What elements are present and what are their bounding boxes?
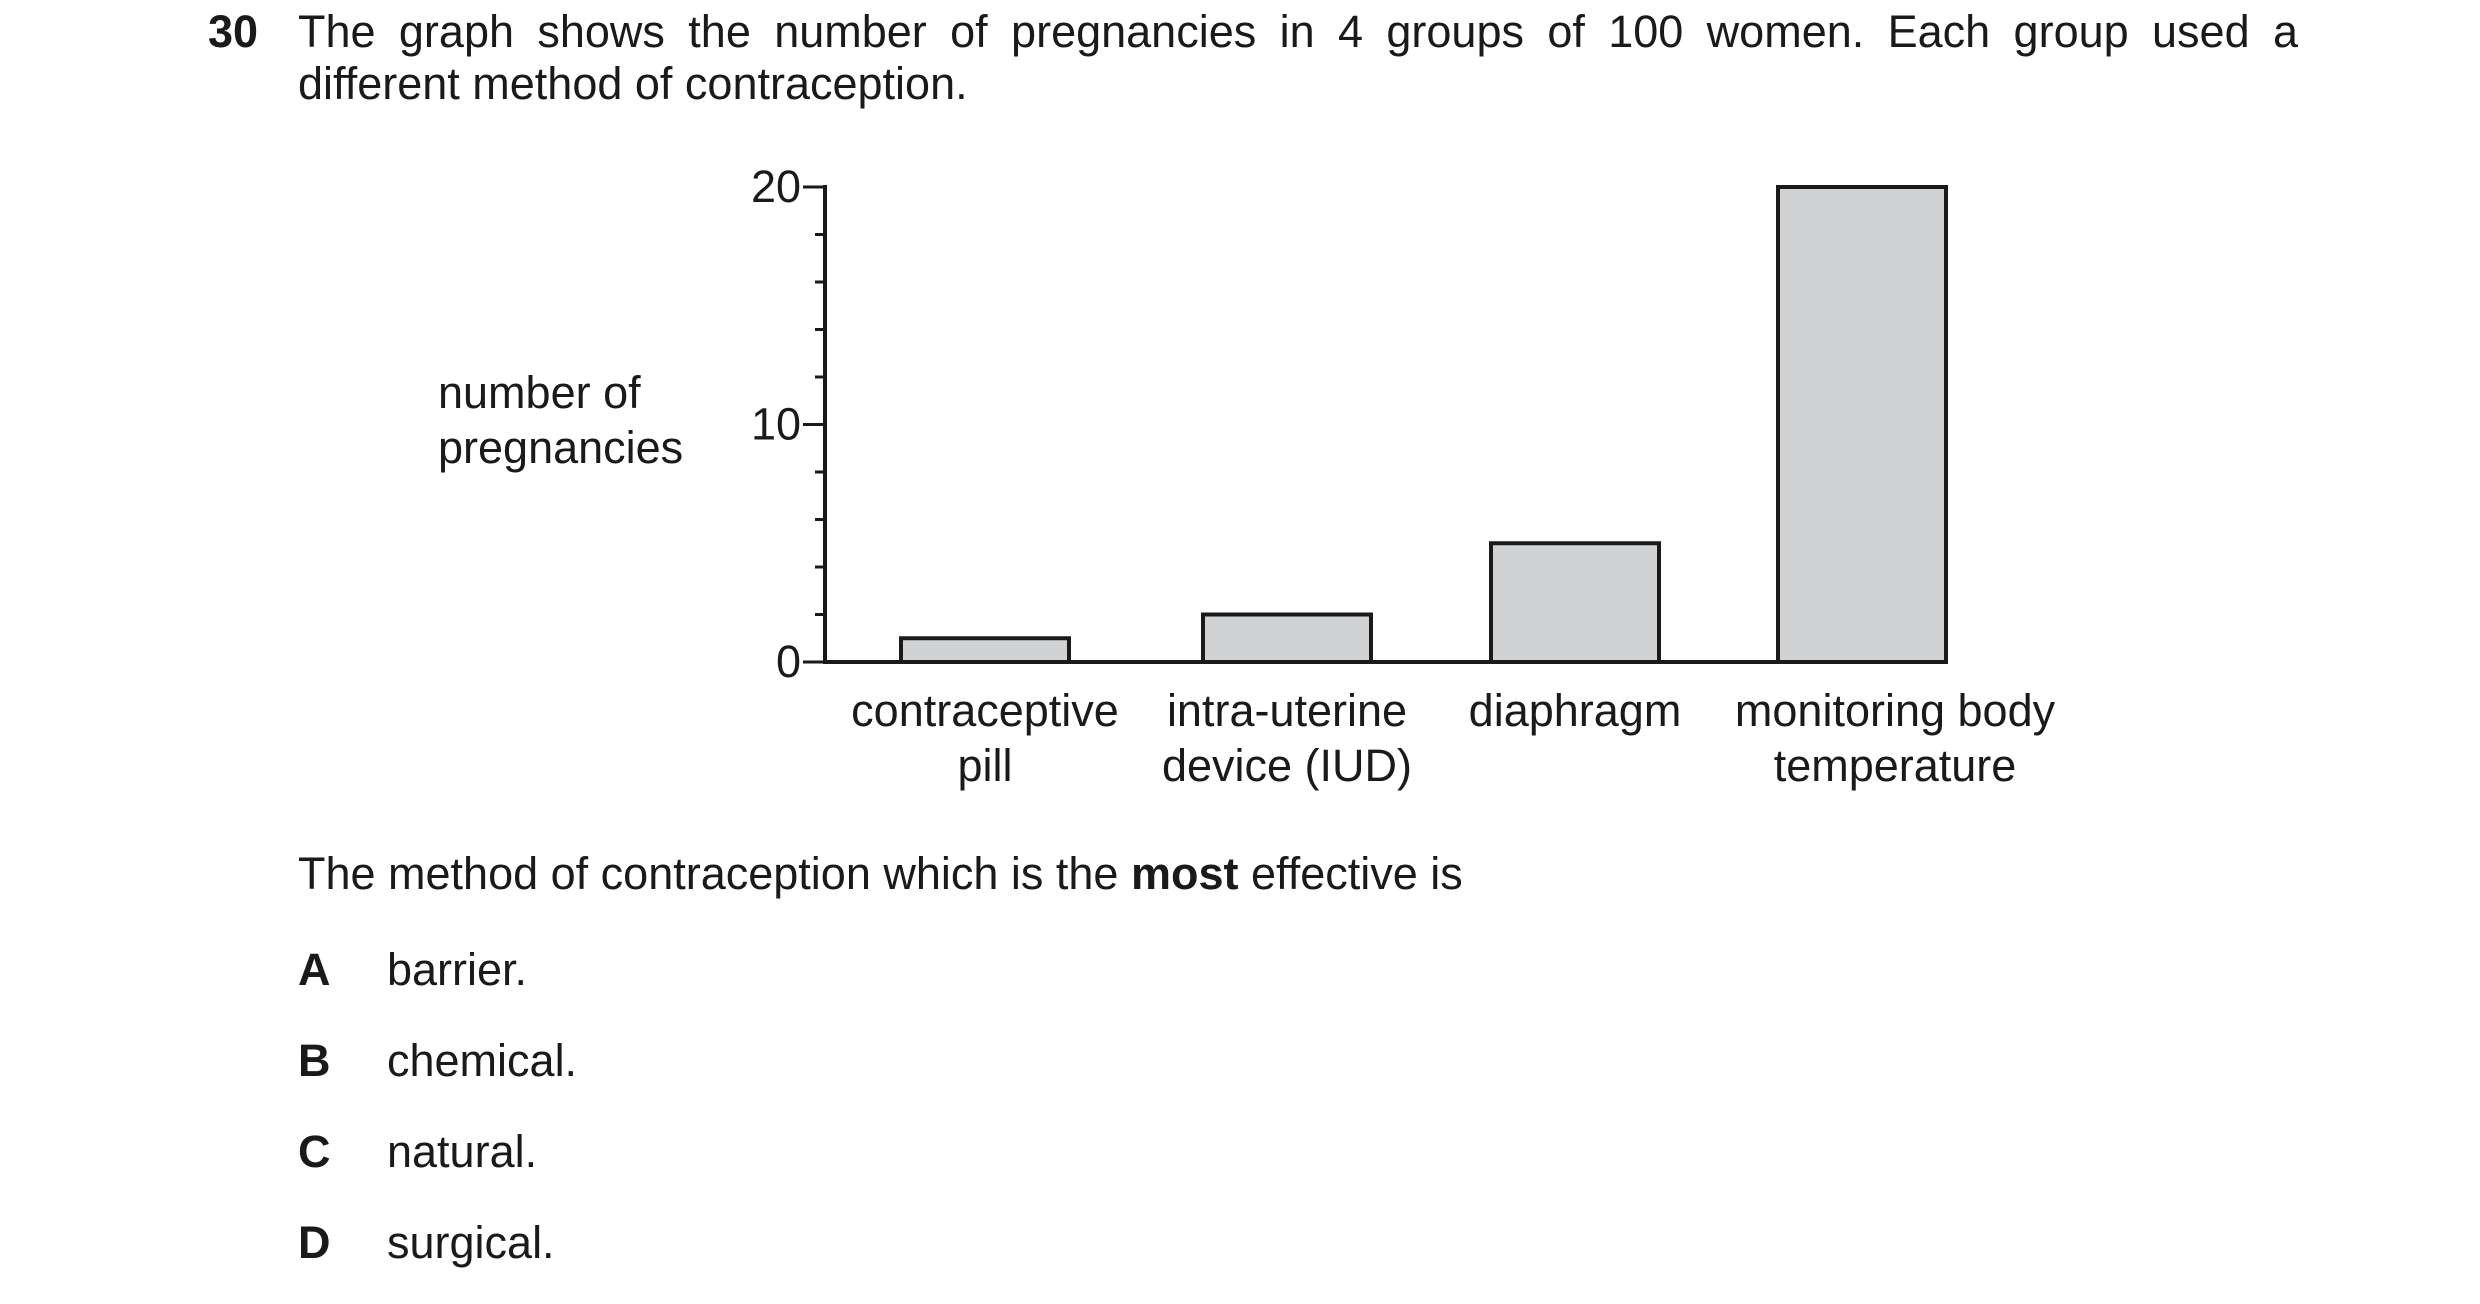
x-category-label: intra-uterine device (IUD) — [1162, 685, 1412, 791]
question-prompt: The method of contraception which is the… — [298, 848, 1463, 900]
y-tick-label: 10 — [751, 399, 801, 450]
question-number: 30 — [208, 6, 259, 57]
y-tick-label: 20 — [751, 161, 801, 212]
bar-2 — [1201, 612, 1373, 664]
prompt-emphasis: most — [1130, 848, 1239, 899]
x-category-label: contraceptive pill — [851, 685, 1119, 791]
y-tick-label: 0 — [776, 636, 801, 687]
option-letter: C — [298, 1126, 331, 1177]
bar-3 — [1489, 541, 1661, 664]
prompt-text-end: effective is — [1238, 848, 1463, 899]
y-axis-label: number of pregnancies — [438, 367, 683, 473]
option-letter: A — [298, 944, 331, 995]
option-letter: D — [298, 1217, 331, 1268]
option-text: barrier. — [387, 944, 528, 995]
bar-chart: 0 10 20 number of pregnancies contraceptive pi… — [438, 161, 2056, 791]
question-stem: The graph shows the number of pregnancie… — [298, 6, 2298, 109]
x-category-label: monitoring body temperature — [1735, 685, 2056, 791]
x-category-label: diaphragm — [1469, 685, 1682, 736]
option-letter: B — [298, 1035, 331, 1086]
bar-1 — [899, 636, 1071, 664]
option-text: natural. — [387, 1126, 538, 1177]
option-text: surgical. — [387, 1217, 555, 1268]
prompt-text-start: The method of contraception which is the — [298, 848, 1131, 899]
option-text: chemical. — [387, 1035, 578, 1086]
bar-4 — [1776, 185, 1948, 664]
